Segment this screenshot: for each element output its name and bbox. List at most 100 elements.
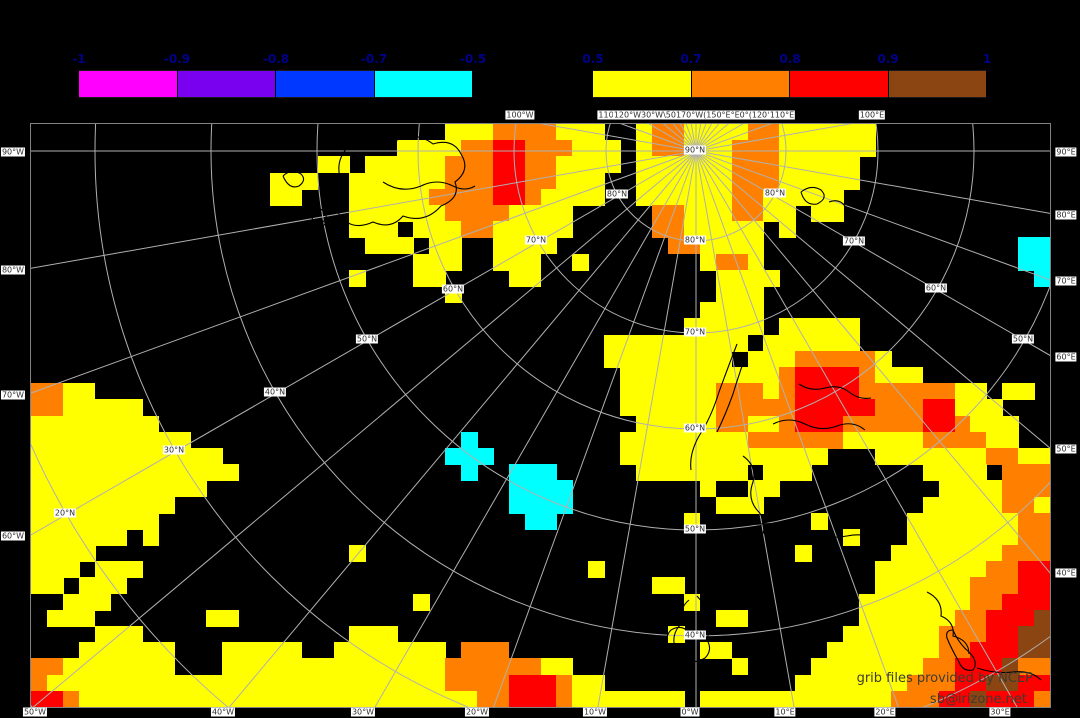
raster-cell	[795, 383, 860, 401]
raster-cell	[699, 302, 765, 320]
meridian-line	[663, 124, 697, 152]
raster-cell	[1018, 658, 1050, 676]
meridian-line	[32, 150, 697, 707]
raster-cell	[1034, 496, 1050, 514]
raster-cell	[1018, 674, 1050, 692]
raster-cell	[445, 172, 494, 190]
raster-cell	[954, 674, 988, 692]
latlon-label: 90°W	[0, 147, 26, 157]
raster-cell	[460, 642, 510, 660]
raster-cell	[986, 690, 1035, 707]
raster-cell	[572, 140, 621, 158]
raster-cell	[572, 674, 605, 692]
coastline-path	[800, 186, 846, 207]
raster-cell	[858, 366, 876, 384]
raster-cell	[1018, 253, 1050, 271]
raster-cell	[811, 512, 828, 530]
raster-cell	[986, 674, 1019, 692]
raster-cell	[763, 464, 812, 482]
raster-cell	[986, 431, 1019, 449]
colorbar-segment	[374, 70, 472, 98]
raster-cell	[349, 626, 398, 643]
raster-cell	[269, 172, 319, 190]
raster-cell	[970, 593, 1003, 611]
raster-cell	[715, 285, 765, 303]
raster-cell	[667, 626, 685, 643]
meridian-line	[695, 150, 1050, 449]
raster-cell	[269, 188, 303, 206]
raster-cell	[874, 350, 892, 368]
raster-cell	[795, 350, 876, 368]
raster-cell	[970, 415, 1019, 433]
latlon-label: 110°E	[768, 110, 796, 120]
raster-cell	[1018, 237, 1050, 255]
raster-cell	[874, 561, 988, 579]
raster-cell	[795, 366, 860, 384]
raster-cell	[1018, 512, 1050, 530]
raster-cell	[413, 253, 462, 271]
raster-cell	[922, 658, 956, 676]
raster-cell	[508, 480, 574, 498]
raster-cell	[954, 609, 988, 627]
raster-cell	[556, 674, 574, 692]
raster-cell	[31, 464, 239, 482]
colorbar-segment	[888, 70, 986, 98]
raster-cell	[31, 658, 64, 676]
raster-cell	[779, 221, 796, 239]
raster-cell	[779, 124, 876, 141]
raster-cell	[620, 447, 828, 465]
latlon-label: 0°W	[680, 707, 700, 717]
latlon-label: 60°W	[0, 531, 26, 541]
raster-cell	[763, 205, 796, 222]
raster-cell	[922, 415, 956, 433]
meridian-line	[685, 124, 697, 152]
raster-cell	[1002, 658, 1019, 676]
raster-cell	[94, 561, 144, 579]
raster-cell	[445, 658, 542, 676]
coastline-path	[665, 595, 711, 669]
raster-cell	[1034, 690, 1050, 707]
latlon-label: 40°W	[210, 707, 236, 717]
meridian-line	[695, 124, 713, 152]
raster-cell	[31, 431, 191, 449]
colorbar-tick-label: -0.5	[459, 52, 487, 66]
meridian-line	[695, 150, 1050, 281]
raster-cell	[906, 512, 1019, 530]
raster-cell	[1034, 269, 1050, 287]
meridian-line	[493, 150, 697, 707]
raster-cell	[445, 447, 494, 465]
raster-cell	[349, 269, 367, 287]
meridian-line	[695, 124, 720, 152]
raster-cell	[843, 626, 940, 643]
latlon-label: 90°E	[1055, 147, 1077, 157]
raster-cell	[970, 690, 988, 707]
raster-cell	[906, 674, 956, 692]
raster-cell	[858, 609, 956, 627]
raster-cell	[699, 690, 892, 707]
raster-cell	[94, 626, 144, 643]
coastline-path	[382, 181, 476, 190]
raster-cell	[508, 205, 574, 222]
raster-cell	[731, 658, 749, 676]
raster-cell	[1018, 528, 1050, 546]
raster-cell	[986, 609, 1035, 627]
raster-cell	[922, 431, 988, 449]
raster-cell	[1002, 496, 1035, 514]
credit-ncep-line: grib files provided by NCEP	[856, 671, 1033, 686]
raster-cell	[1002, 383, 1035, 401]
raster-cell	[1034, 609, 1050, 627]
raster-cell	[715, 399, 796, 417]
raster-cell	[954, 415, 972, 433]
raster-cell	[46, 609, 96, 627]
raster-cell	[1002, 464, 1050, 482]
raster-cell	[556, 156, 621, 174]
raster-cell	[906, 528, 1019, 546]
raster-cell	[46, 674, 446, 692]
raster-cell	[508, 690, 558, 707]
raster-cell	[1018, 561, 1050, 579]
raster-cell	[476, 690, 510, 707]
raster-cell	[31, 415, 160, 433]
raster-cell	[62, 383, 96, 401]
raster-cell	[508, 674, 558, 692]
colorbar-segment	[276, 70, 374, 98]
